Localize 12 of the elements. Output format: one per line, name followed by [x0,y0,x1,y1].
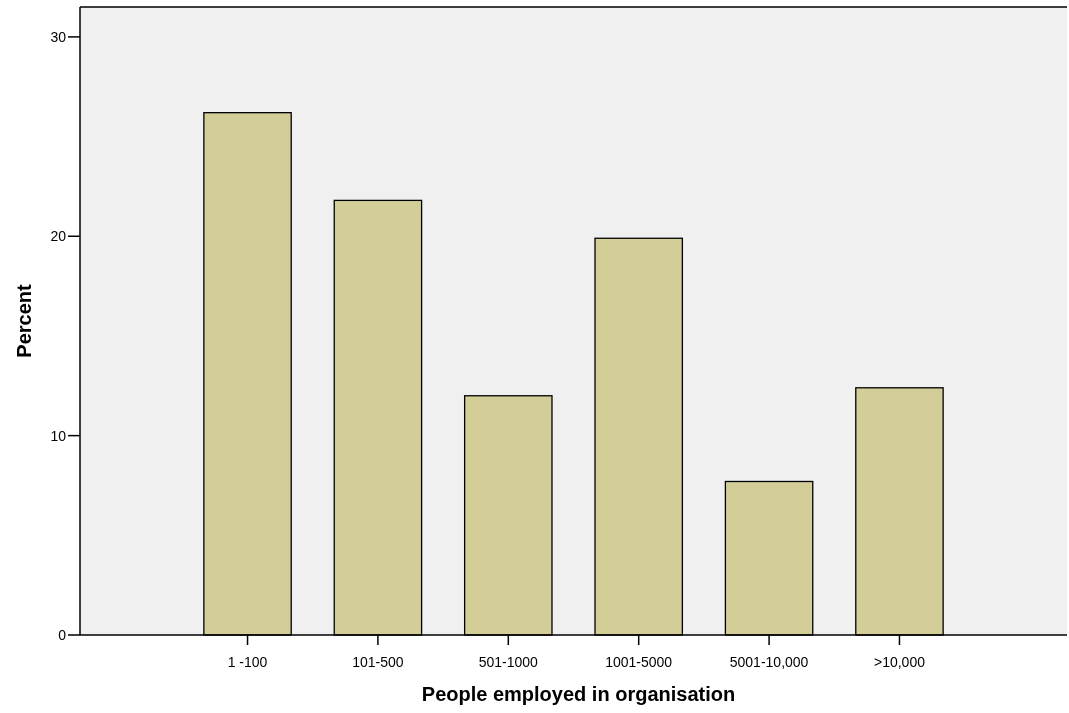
x-tick-label: 1 -100 [227,654,268,670]
x-tick-label: 101-500 [352,654,404,670]
y-tick-label: 10 [50,427,67,444]
x-tick-label: 1001-5000 [605,654,673,670]
y-tick-label: 20 [50,228,67,245]
x-axis-title: People employed in organisation [421,683,736,705]
x-tick-label: >10,000 [873,654,926,670]
x-tick-label: 501-1000 [478,654,539,670]
x-tick-label: 5001-10,000 [729,654,809,670]
y-axis-title: Percent [13,283,35,358]
y-tick-label: 0 [58,626,67,643]
y-tick-label: 30 [50,28,67,45]
